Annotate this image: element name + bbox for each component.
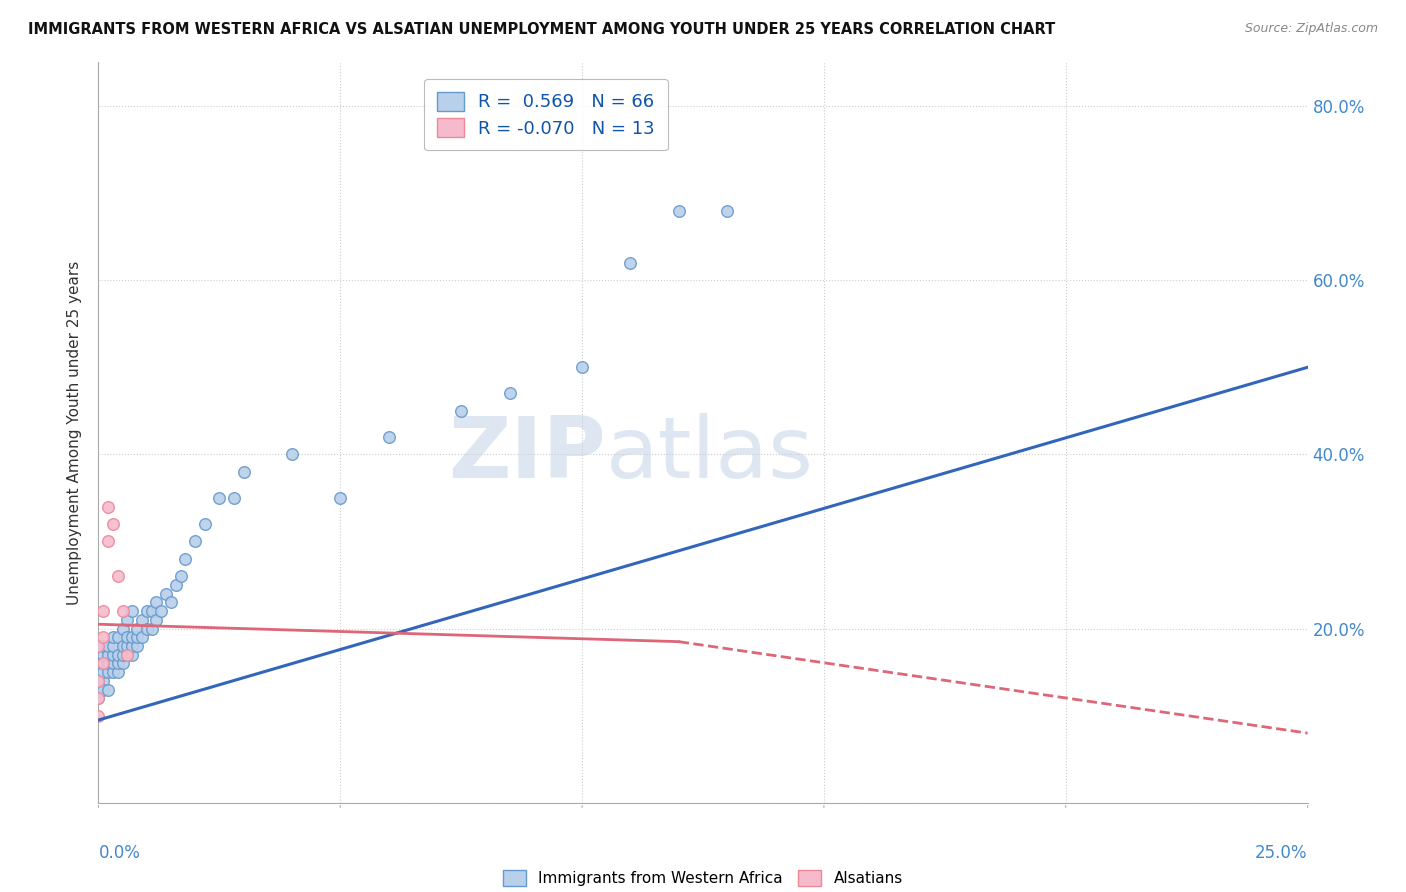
Point bbox=[91, 639, 114, 653]
Point bbox=[97, 682, 120, 697]
Point bbox=[101, 657, 124, 671]
Point bbox=[377, 430, 399, 444]
Point bbox=[107, 630, 129, 644]
Point bbox=[131, 613, 153, 627]
Y-axis label: Unemployment Among Youth under 25 years: Unemployment Among Youth under 25 years bbox=[67, 260, 83, 605]
Point bbox=[145, 613, 167, 627]
Point bbox=[111, 622, 134, 636]
Point bbox=[117, 613, 139, 627]
Point bbox=[184, 534, 207, 549]
Point bbox=[450, 404, 472, 418]
Point bbox=[101, 648, 124, 662]
Text: IMMIGRANTS FROM WESTERN AFRICA VS ALSATIAN UNEMPLOYMENT AMONG YOUTH UNDER 25 YEA: IMMIGRANTS FROM WESTERN AFRICA VS ALSATI… bbox=[28, 22, 1056, 37]
Point bbox=[498, 386, 520, 401]
Legend: Immigrants from Western Africa, Alsatians: Immigrants from Western Africa, Alsatian… bbox=[496, 863, 910, 892]
Point bbox=[716, 203, 738, 218]
Point bbox=[117, 648, 139, 662]
Point bbox=[135, 622, 157, 636]
Point bbox=[97, 648, 120, 662]
Point bbox=[145, 595, 167, 609]
Point bbox=[117, 639, 139, 653]
Point bbox=[101, 630, 124, 644]
Point bbox=[111, 604, 134, 618]
Point bbox=[141, 604, 163, 618]
Point bbox=[111, 648, 134, 662]
Text: 0.0%: 0.0% bbox=[98, 844, 141, 862]
Point bbox=[87, 708, 110, 723]
Point bbox=[135, 604, 157, 618]
Point bbox=[194, 517, 217, 532]
Point bbox=[121, 648, 143, 662]
Point bbox=[111, 657, 134, 671]
Point bbox=[97, 657, 120, 671]
Point bbox=[91, 682, 114, 697]
Point bbox=[150, 604, 173, 618]
Point bbox=[141, 622, 163, 636]
Point bbox=[97, 534, 120, 549]
Point bbox=[91, 648, 114, 662]
Point bbox=[127, 639, 149, 653]
Point bbox=[87, 673, 110, 688]
Point bbox=[91, 657, 114, 671]
Point bbox=[232, 465, 254, 479]
Text: atlas: atlas bbox=[606, 413, 814, 496]
Point bbox=[121, 639, 143, 653]
Point bbox=[91, 630, 114, 644]
Point bbox=[87, 691, 110, 706]
Point bbox=[127, 622, 149, 636]
Point bbox=[101, 665, 124, 680]
Point bbox=[121, 630, 143, 644]
Point bbox=[87, 682, 110, 697]
Point bbox=[127, 630, 149, 644]
Point bbox=[222, 491, 245, 505]
Point bbox=[97, 665, 120, 680]
Point bbox=[111, 639, 134, 653]
Point bbox=[121, 604, 143, 618]
Point bbox=[97, 639, 120, 653]
Point bbox=[97, 500, 120, 514]
Point bbox=[117, 648, 139, 662]
Text: 25.0%: 25.0% bbox=[1256, 844, 1308, 862]
Point bbox=[169, 569, 191, 583]
Point bbox=[107, 648, 129, 662]
Point bbox=[91, 604, 114, 618]
Point bbox=[131, 630, 153, 644]
Point bbox=[165, 578, 187, 592]
Point bbox=[101, 639, 124, 653]
Point bbox=[208, 491, 231, 505]
Text: ZIP: ZIP bbox=[449, 413, 606, 496]
Point bbox=[91, 665, 114, 680]
Point bbox=[619, 256, 641, 270]
Point bbox=[155, 587, 177, 601]
Point bbox=[87, 639, 110, 653]
Point bbox=[87, 673, 110, 688]
Point bbox=[87, 691, 110, 706]
Point bbox=[107, 665, 129, 680]
Point bbox=[107, 569, 129, 583]
Text: Source: ZipAtlas.com: Source: ZipAtlas.com bbox=[1244, 22, 1378, 36]
Point bbox=[329, 491, 352, 505]
Point bbox=[101, 517, 124, 532]
Point bbox=[571, 360, 593, 375]
Point bbox=[91, 673, 114, 688]
Point bbox=[91, 657, 114, 671]
Point bbox=[668, 203, 690, 218]
Point bbox=[281, 447, 304, 461]
Point bbox=[117, 630, 139, 644]
Point bbox=[107, 657, 129, 671]
Point bbox=[174, 552, 197, 566]
Point bbox=[160, 595, 183, 609]
